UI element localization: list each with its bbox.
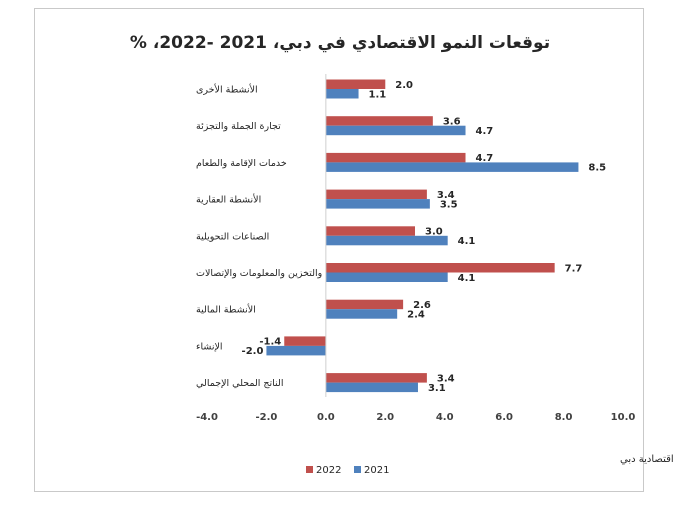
bar-2021: [325, 309, 398, 319]
data-label-2021: 1.1: [369, 89, 387, 100]
data-label-2022: 7.7: [565, 263, 583, 274]
legend-label-2022: 2022: [316, 465, 341, 476]
x-tick-label: 4.0: [436, 412, 454, 423]
bar-2022: [325, 299, 404, 310]
x-tick-label: 8.0: [555, 412, 573, 423]
category-labels: الأنشطة الأخرى تجارة الجملة والتجزئة خدمات…: [196, 84, 346, 390]
x-tick-label: 0.0: [317, 412, 335, 423]
category-label: النقل والتخزين والمعلومات والإتصالات: [196, 268, 346, 279]
x-tick-label: -2.0: [255, 412, 277, 423]
category-label: الأنشطة الأخرى: [196, 84, 258, 96]
legend-swatch-2022: [306, 466, 313, 473]
category-label: الصناعات التحويلية: [196, 231, 269, 242]
bars: [266, 79, 579, 393]
data-label-2022: 3.4: [437, 373, 455, 384]
bar-2021: [325, 125, 466, 136]
bar-2021: [325, 199, 430, 209]
bar-2021: [266, 345, 326, 356]
bar-2022: [325, 373, 427, 383]
legend-label-2021: 2021: [364, 465, 389, 476]
category-label: تجارة الجملة والتجزئة: [196, 121, 281, 132]
x-tick-label: 6.0: [495, 412, 513, 423]
legend-swatch-2021: [354, 466, 361, 473]
data-label-2022: 3.4: [437, 190, 455, 201]
data-label-2021: 3.1: [428, 383, 446, 394]
data-label-2022: 3.6: [443, 116, 461, 127]
x-tick-label: -4.0: [196, 412, 218, 423]
bar-2022: [325, 263, 555, 273]
data-label-2022: 4.7: [476, 153, 494, 164]
bar-2022: [325, 189, 427, 200]
chart-title: توقعات النمو الاقتصادي في دبي، 2021 -202…: [130, 33, 550, 53]
x-tick-label: 10.0: [611, 412, 636, 423]
data-label-2021: 8.5: [588, 163, 606, 174]
data-label-2022: -1.4: [259, 337, 281, 348]
bar-2022: [325, 116, 433, 126]
category-label: الإنشاء: [196, 341, 223, 352]
bar-2021: [325, 162, 579, 172]
source-note: المصدر: اقتصادية دبي: [620, 454, 678, 465]
x-tick-label: 2.0: [376, 412, 394, 423]
category-label: الأنشطة المالية: [196, 304, 256, 316]
data-labels: 2.01.13.64.74.78.53.43.53.04.17.74.12.62…: [242, 80, 607, 394]
data-label-2021: 2.4: [407, 309, 425, 320]
data-label-2022: 3.0: [425, 227, 443, 238]
bar-2021: [325, 89, 359, 99]
category-label: الأنشطة العقارية: [196, 194, 261, 206]
category-label: خدمات الإقامة والطعام: [196, 158, 287, 169]
bar-2022: [325, 226, 415, 236]
data-label-2021: 4.1: [458, 236, 476, 247]
bar-2021: [325, 382, 418, 393]
data-label-2021: -2.0: [242, 346, 264, 357]
legend: 2022 2021: [306, 465, 389, 476]
bar-2022: [325, 152, 466, 163]
data-label-2022: 2.0: [395, 80, 413, 91]
bar-2021: [325, 235, 448, 246]
bar-2022: [284, 336, 326, 346]
data-label-2021: 4.7: [476, 126, 494, 137]
data-label-2021: 4.1: [458, 273, 476, 284]
category-label: الناتج المحلي الإجمالي: [196, 378, 283, 389]
data-label-2021: 3.5: [440, 199, 458, 210]
x-axis: -4.0 -2.0 0.0 2.0 4.0 6.0 8.0 10.0: [196, 74, 635, 423]
data-label-2022: 2.6: [413, 300, 431, 311]
bar-2022: [325, 79, 386, 89]
bar-2021: [325, 272, 448, 282]
